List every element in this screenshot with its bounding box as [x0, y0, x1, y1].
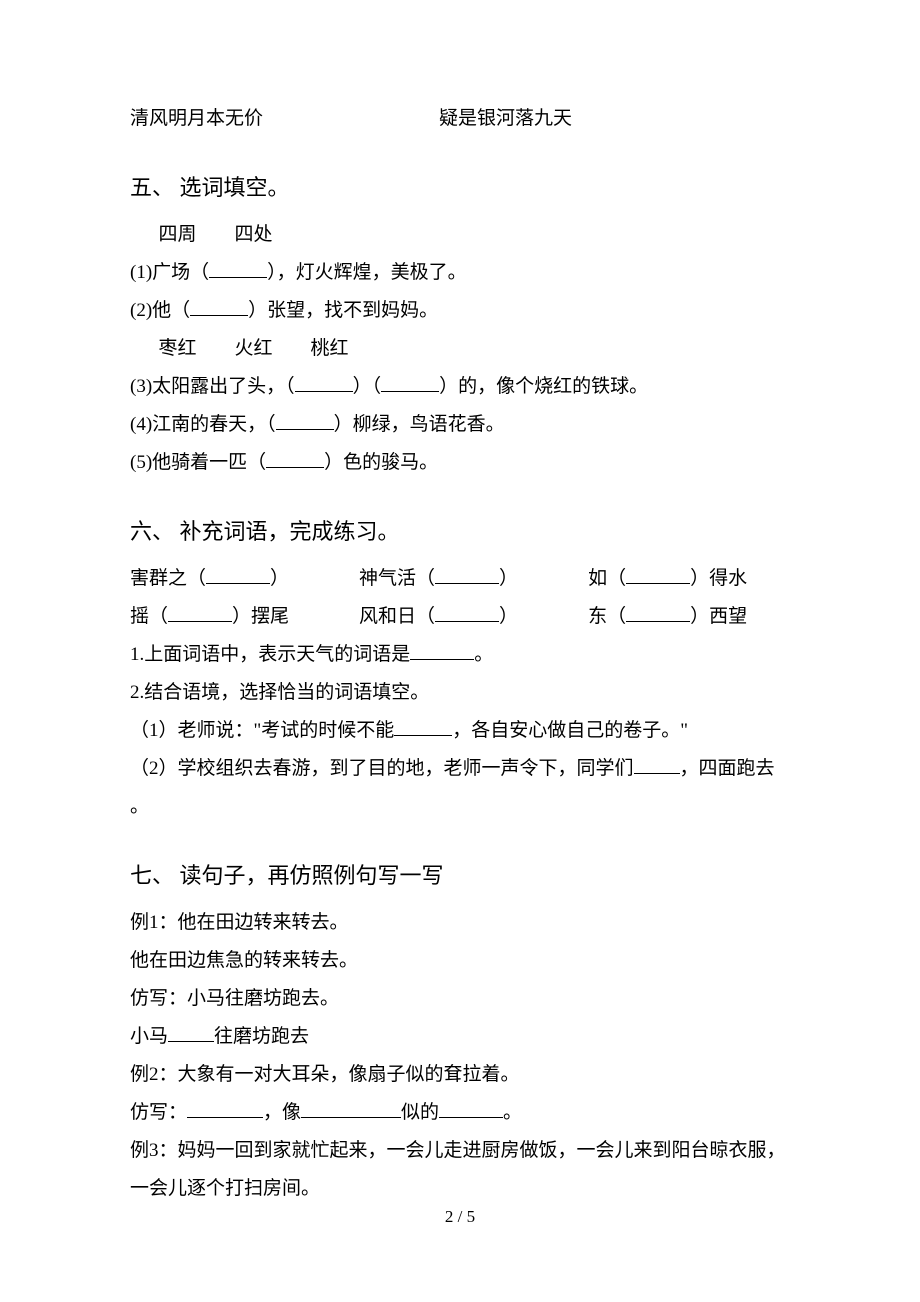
section5-q2: (2)他（ ）张望，找不到妈妈。 [130, 292, 790, 330]
r1-blank2 [435, 563, 499, 584]
r2-a: 摇（ [130, 606, 168, 627]
q2-b: ）张望，找不到妈妈。 [248, 300, 438, 321]
section5-words-b: 枣红 火红 桃红 [130, 330, 790, 368]
l6b: ，像 [263, 1102, 301, 1123]
section6-p1: 1.上面词语中，表示天气的词语是 。 [130, 636, 790, 674]
s7-l4: 小马 往磨坊跑去 [130, 1018, 790, 1056]
section-5-title: 五、 选词填空。 [130, 166, 790, 210]
s7-l1: 例1：他在田边转来转去。 [130, 904, 790, 942]
q4-b: ）柳绿，鸟语花香。 [334, 414, 505, 435]
l6-blank1 [187, 1097, 263, 1118]
r1-blank3 [626, 563, 690, 584]
q4-blank [276, 409, 334, 430]
q3-b: ）（ [353, 376, 382, 397]
section-6-title: 六、 补充词语，完成练习。 [130, 510, 790, 554]
r1-d: ） [499, 568, 518, 589]
r1-f: ）得水 [690, 568, 747, 589]
p1-b: 。 [474, 644, 493, 665]
r1-e: 如（ [588, 568, 626, 589]
l6-blank2 [301, 1097, 401, 1118]
q2-blank [190, 295, 248, 316]
l6-blank3 [439, 1097, 503, 1118]
p2-1-b: ，各自安心做自己的卷子。" [452, 720, 688, 741]
section6-p2-2c: 。 [130, 788, 790, 826]
q3-blank2 [381, 371, 439, 392]
q5-b: ）色的骏马。 [324, 452, 438, 473]
r2-c: 风和日（ [359, 606, 435, 627]
top-left-text: 清风明月本无价 [130, 100, 263, 138]
l4-blank [168, 1021, 214, 1042]
section6-p2-1: （1）老师说："考试的时候不能 ，各自安心做自己的卷子。" [130, 712, 790, 750]
r2-f: ）西望 [690, 606, 747, 627]
q4-a: (4)江南的春天，（ [130, 414, 276, 435]
q5-blank [266, 447, 324, 468]
s7-l6: 仿写： ，像 似的 。 [130, 1094, 790, 1132]
section5-q3: (3)太阳露出了头，（ ）（ ）的，像个烧红的铁球。 [130, 368, 790, 406]
section-7-title: 七、 读句子，再仿照例句写一写 [130, 854, 790, 898]
r1-blank1 [206, 563, 270, 584]
q1-blank [209, 257, 267, 278]
p2-2-a: （2）学校组织去春游，到了目的地，老师一声令下，同学们 [130, 758, 634, 779]
p1-blank [410, 639, 474, 660]
r1-c: 神气活（ [359, 568, 435, 589]
r2-blank1 [168, 601, 232, 622]
r2-b: ）摆尾 [232, 606, 289, 627]
section6-p2: 2.结合语境，选择恰当的词语填空。 [130, 674, 790, 712]
r1-b: ） [270, 568, 289, 589]
section5-q4: (4)江南的春天，（ ）柳绿，鸟语花香。 [130, 406, 790, 444]
q3-blank1 [295, 371, 353, 392]
l6c: 似的 [401, 1102, 439, 1123]
r2-d: ） [499, 606, 518, 627]
top-couplet-row: 清风明月本无价 疑是银河落九天 [130, 100, 790, 138]
p2-1-a: （1）老师说："考试的时候不能 [130, 720, 394, 741]
r1-a: 害群之（ [130, 568, 206, 589]
q2-a: (2)他（ [130, 300, 190, 321]
p1-a: 1.上面词语中，表示天气的词语是 [130, 644, 410, 665]
section6-row2: 摇（ ）摆尾 风和日（ ） 东（ ）西望 [130, 598, 790, 636]
s7-l5: 例2：大象有一对大耳朵，像扇子似的耷拉着。 [130, 1056, 790, 1094]
s7-l3: 仿写：小马往磨坊跑去。 [130, 980, 790, 1018]
p2-2-b: ，四面跑去 [680, 758, 775, 779]
q1-a: (1)广场（ [130, 262, 209, 283]
p2-1-blank [394, 715, 452, 736]
q3-c: ）的，像个烧红的铁球。 [439, 376, 648, 397]
q5-a: (5)他骑着一匹（ [130, 452, 266, 473]
l6d: 。 [503, 1102, 522, 1123]
r2-e: 东（ [588, 606, 626, 627]
l6a: 仿写： [130, 1102, 187, 1123]
q3-a: (3)太阳露出了头，（ [130, 376, 295, 397]
section5-q1: (1)广场（ ），灯火辉煌，美极了。 [130, 254, 790, 292]
l4a: 小马 [130, 1026, 168, 1047]
r2-blank2 [435, 601, 499, 622]
top-right-text: 疑是银河落九天 [439, 100, 572, 138]
q1-b: ），灯火辉煌，美极了。 [267, 262, 467, 283]
page-number: 2 / 5 [0, 1200, 920, 1234]
r2-blank3 [626, 601, 690, 622]
s7-l7: 例3：妈妈一回到家就忙起来，一会儿走进厨房做饭，一会儿来到阳台晾衣服， [130, 1132, 790, 1170]
section6-p2-2: （2）学校组织去春游，到了目的地，老师一声令下，同学们 ，四面跑去 [130, 750, 790, 788]
s7-l2: 他在田边焦急的转来转去。 [130, 942, 790, 980]
l4b: 往磨坊跑去 [214, 1026, 309, 1047]
section5-q5: (5)他骑着一匹（ ）色的骏马。 [130, 444, 790, 482]
p2-2-blank [634, 753, 680, 774]
section6-row1: 害群之（ ） 神气活（ ） 如（ ）得水 [130, 560, 790, 598]
section5-words-a: 四周 四处 [130, 216, 790, 254]
